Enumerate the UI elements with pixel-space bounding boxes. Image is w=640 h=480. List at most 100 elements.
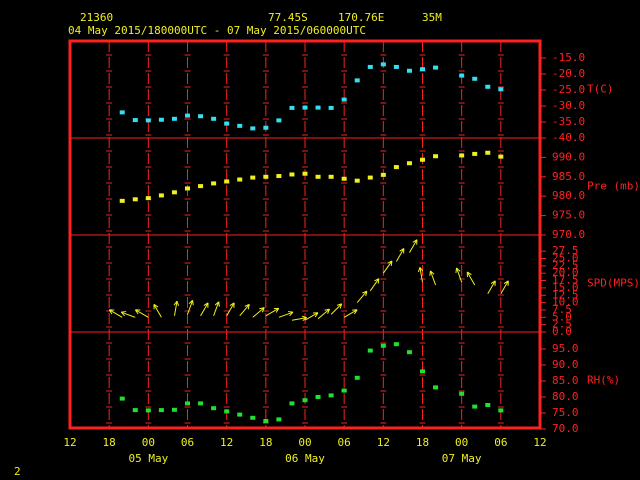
y-tick-label: 17.5 <box>552 274 579 287</box>
data-point <box>485 150 491 155</box>
day-label: 07 May <box>442 452 482 465</box>
data-point <box>367 64 373 69</box>
data-point <box>328 174 334 179</box>
data-point <box>250 175 256 180</box>
data-point <box>380 343 386 348</box>
wind-arrow <box>487 280 496 295</box>
data-point <box>198 184 204 189</box>
data-point <box>171 190 177 195</box>
x-tick-label: 12 <box>63 436 76 449</box>
data-point <box>132 118 138 123</box>
y-tick-label: -20.0 <box>552 67 585 80</box>
data-point <box>302 105 308 110</box>
data-point <box>119 198 125 203</box>
y-tick-label: -35.0 <box>552 115 585 128</box>
data-point <box>276 174 282 179</box>
data-point <box>433 385 439 390</box>
data-point <box>198 114 204 119</box>
y-tick-label: 5.0 <box>552 310 572 323</box>
wind-arrow <box>429 270 437 286</box>
data-point <box>250 415 256 420</box>
data-point <box>498 408 504 413</box>
y-tick-label: -15.0 <box>552 51 585 64</box>
data-point <box>224 179 230 184</box>
y-tick-label: 70.0 <box>552 422 579 435</box>
wind-arrow <box>395 248 405 262</box>
data-point <box>158 408 164 413</box>
wind-arrow <box>317 308 331 320</box>
data-point <box>158 117 164 122</box>
data-point <box>263 174 269 179</box>
x-tick-label: 00 <box>298 436 311 449</box>
data-point <box>211 116 217 121</box>
y-tick-label: 2.5 <box>552 318 572 331</box>
wind-arrow <box>252 307 265 318</box>
y-tick-label: 980.0 <box>552 189 585 202</box>
x-tick-label: 00 <box>455 436 468 449</box>
data-point <box>459 73 465 78</box>
data-point <box>459 153 465 158</box>
data-point <box>315 174 321 179</box>
data-point <box>328 393 334 398</box>
data-point <box>459 391 465 396</box>
data-point <box>341 97 347 102</box>
y-tick-label: 970.0 <box>552 228 585 241</box>
y-tick-label: 80.0 <box>552 390 579 403</box>
day-label: 06 May <box>285 452 325 465</box>
wind-arrow <box>153 303 162 318</box>
elevation: 35M <box>422 11 442 24</box>
y-tick-label: -40.0 <box>552 131 585 144</box>
data-point <box>250 126 256 131</box>
wind-arrow <box>265 307 280 317</box>
data-point <box>354 375 360 380</box>
x-tick-label: 06 <box>494 436 507 449</box>
data-point <box>393 165 399 170</box>
wind-arrow <box>173 300 179 316</box>
data-point <box>393 342 399 347</box>
x-tick-label: 12 <box>377 436 390 449</box>
data-point <box>485 84 491 89</box>
wind-arrow <box>409 239 418 253</box>
data-point <box>354 178 360 183</box>
data-point <box>420 67 425 72</box>
data-point <box>237 177 243 182</box>
period: 04 May 2015/180000UTC - 07 May 2015/0600… <box>68 24 366 37</box>
y-tick-label: 10.0 <box>552 296 579 309</box>
wind-arrow <box>291 315 308 322</box>
wind-arrow <box>466 271 476 286</box>
data-point <box>185 401 190 406</box>
data-point <box>185 186 190 191</box>
footer-number: 2 <box>14 465 21 478</box>
wind-arrow <box>382 260 393 274</box>
wind-arrow <box>330 303 343 315</box>
data-point <box>328 105 334 110</box>
data-point <box>145 408 151 413</box>
y-tick-label: -25.0 <box>552 83 585 96</box>
data-point <box>433 65 439 70</box>
wind-arrow <box>134 309 149 318</box>
data-point <box>302 398 308 403</box>
y-tick-label: 75.0 <box>552 406 579 419</box>
y-tick-label: 985.0 <box>552 170 585 183</box>
y-tick-label: 90.0 <box>552 358 579 371</box>
y-tick-label: 12.5 <box>552 288 579 301</box>
x-tick-label: 18 <box>259 436 272 449</box>
longitude: 170.76E <box>338 11 384 24</box>
x-tick-label: 06 <box>181 436 194 449</box>
data-point <box>420 157 425 162</box>
y-tick-label: 85.0 <box>552 374 579 387</box>
wind-arrow <box>226 302 235 317</box>
data-point <box>420 369 425 374</box>
wind-arrow <box>343 309 358 318</box>
y-tick-label: 22.5 <box>552 259 579 272</box>
data-point <box>472 404 478 409</box>
data-point <box>472 76 478 81</box>
data-point <box>498 154 504 159</box>
x-tick-label: 00 <box>142 436 155 449</box>
data-point <box>380 172 386 177</box>
data-point <box>224 121 230 126</box>
wind-arrow <box>304 312 319 321</box>
day-label: 05 May <box>128 452 168 465</box>
x-tick-label: 12 <box>533 436 546 449</box>
